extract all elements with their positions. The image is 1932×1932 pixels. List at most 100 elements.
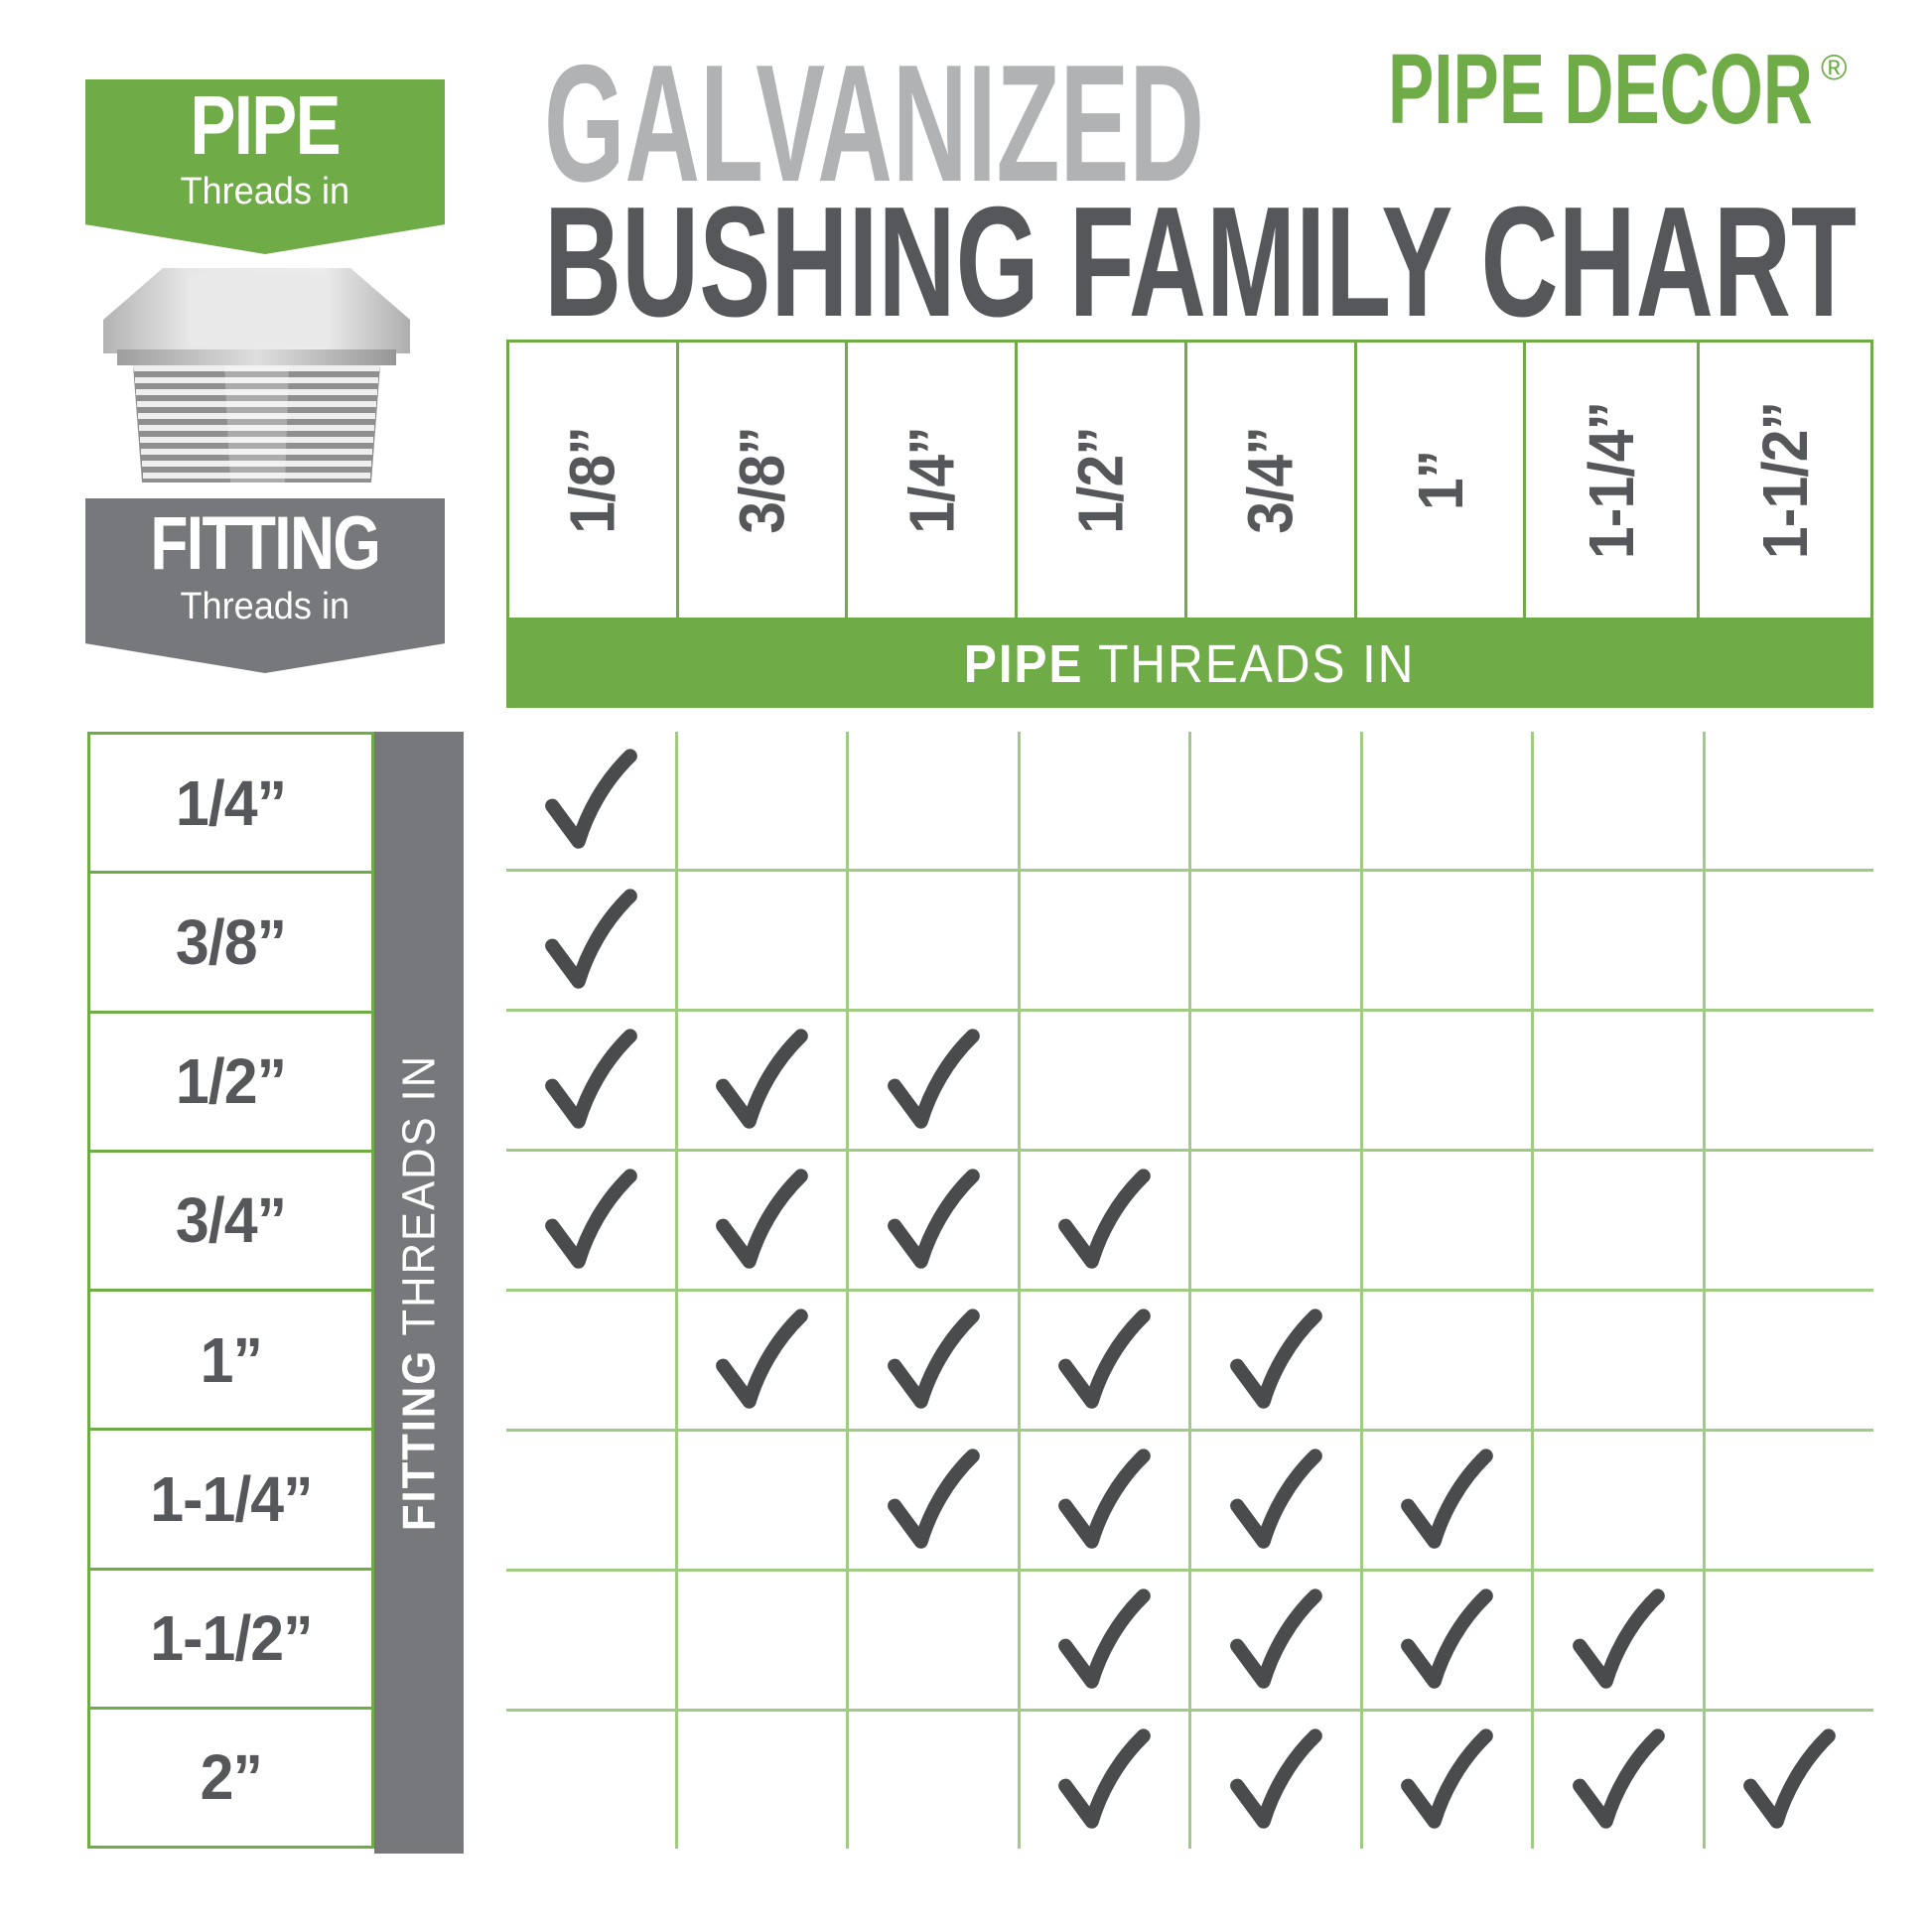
check-icon [716,1029,809,1129]
row-header-label: 3/8” [175,905,287,978]
grid-cell [1534,1012,1703,1149]
axis-label-rest: THREADS IN [393,1053,445,1349]
grid-cell [1362,1572,1531,1709]
grid-cell [677,1712,846,1849]
grid-cell [1534,732,1703,869]
grid-cell [677,732,846,869]
grid-cell [1534,1292,1703,1429]
grid-cell [1020,732,1188,869]
row-header-cell: 1/4” [90,735,371,872]
grid-cell [506,1572,675,1709]
grid-cell [677,1292,846,1429]
row-header-label: 1/4” [175,766,287,839]
column-header-cell: 1/8” [509,343,676,618]
row-header-cell: 1” [90,1292,371,1429]
column-header-cell: 1/2” [1018,343,1184,618]
check-icon [1058,1728,1152,1829]
check-icon [1401,1449,1494,1549]
grid-cell [1020,872,1188,1009]
check-icon [887,1029,980,1129]
pipe-banner-title: PIPE [190,78,342,172]
pipe-threads-axis-label: PIPE THREADS IN [964,633,1416,695]
axis-label-bold: FITTING [393,1348,445,1532]
row-header-cell: 1-1/4” [90,1431,371,1568]
check-icon [1058,1449,1152,1549]
grid-cell [849,1152,1018,1289]
grid-cell [849,732,1018,869]
column-header-label: 1/8” [556,426,628,534]
row-header-cell: 1/2” [90,1013,371,1150]
grid-cell [1191,1432,1360,1569]
grid-cell [506,732,675,869]
check-icon [716,1309,809,1409]
grid-cell [506,1432,675,1569]
grid-cell [1362,1152,1531,1289]
column-header-cell: 1/4” [848,343,1016,618]
grid-cell [1362,1432,1531,1569]
grid-cell [1191,1152,1360,1289]
fitting-threads-axis-bar: FITTING THREADS IN [374,732,464,1854]
column-header-row: 1/8” 3/8” 1/4” 1/2” 3/4” 1” 1-1/4” 1-1/2” [506,340,1873,621]
grid-cell [1705,1432,1873,1569]
column-header-cell: 3/8” [678,343,846,618]
brand-logo: PIPE DECOR ® [1388,40,1848,139]
check-icon [1743,1728,1837,1829]
grid-cell [506,1712,675,1849]
column-header-label: 1-1/4” [1576,401,1648,559]
check-icon [887,1309,980,1409]
check-icon [1572,1588,1665,1689]
registered-trademark-icon: ® [1821,47,1848,87]
column-header-cell: 1” [1356,343,1524,618]
grid-cell [1705,1712,1873,1849]
row-header-label: 1-1/2” [149,1602,313,1675]
grid-cell [506,1152,675,1289]
grid-cell [849,1292,1018,1429]
grid-cell [1534,1572,1703,1709]
grid-cell [1191,872,1360,1009]
grid-cell [1020,1152,1188,1289]
column-header-label: 1-1/2” [1749,401,1822,559]
row-header-label: 1” [200,1323,262,1396]
check-icon [544,1169,637,1269]
page-title-line2: BUSHING FAMILY CHART [544,193,1857,332]
grid-cell [849,1712,1018,1849]
check-icon [544,1029,637,1129]
row-header-label: 1-1/4” [149,1462,313,1535]
row-header-label: 2” [200,1741,262,1814]
column-header-label: 3/4” [1234,426,1307,534]
grid-cell [1191,1012,1360,1149]
fitting-banner-title: FITTING [150,501,381,586]
column-header-label: 1/2” [1064,426,1137,534]
grid-cell [1020,1292,1188,1429]
row-header-label: 3/4” [175,1184,287,1257]
pipe-threads-banner: PIPE Threads in [85,79,445,254]
row-header-cell: 1-1/2” [90,1570,371,1707]
check-icon [1058,1309,1152,1409]
column-header-cell: 3/4” [1186,343,1354,618]
check-icon [887,1169,980,1269]
pipe-threads-axis-bar: PIPE THREADS IN [506,621,1873,708]
title-line1-wrap: GALVANIZED [544,50,1204,197]
column-header-label: 1/4” [896,426,968,534]
check-icon [1572,1728,1665,1829]
grid-cell [1191,1572,1360,1709]
column-header-cell: 1-1/2” [1700,343,1870,618]
check-icon [1401,1588,1494,1689]
grid-cell [1362,1012,1531,1149]
column-header-cell: 1-1/4” [1526,343,1698,618]
fitting-threads-banner: FITTING Threads in [85,498,445,673]
grid-cell [1191,1712,1360,1849]
check-icon [1229,1309,1322,1409]
row-header-cell: 3/4” [90,1152,371,1289]
grid-cell [677,1012,846,1149]
check-icon [1058,1588,1152,1689]
grid-cell [849,1572,1018,1709]
grid-cell [677,872,846,1009]
check-icon [1229,1588,1322,1689]
fitting-banner-subtitle: Threads in [180,586,350,627]
pipe-banner-subtitle: Threads in [180,171,350,212]
page-title-line1: GALVANIZED [544,50,1204,197]
axis-label-rest: THREADS IN [1083,634,1416,694]
grid-cell [1362,1712,1531,1849]
grid-cell [1705,872,1873,1009]
